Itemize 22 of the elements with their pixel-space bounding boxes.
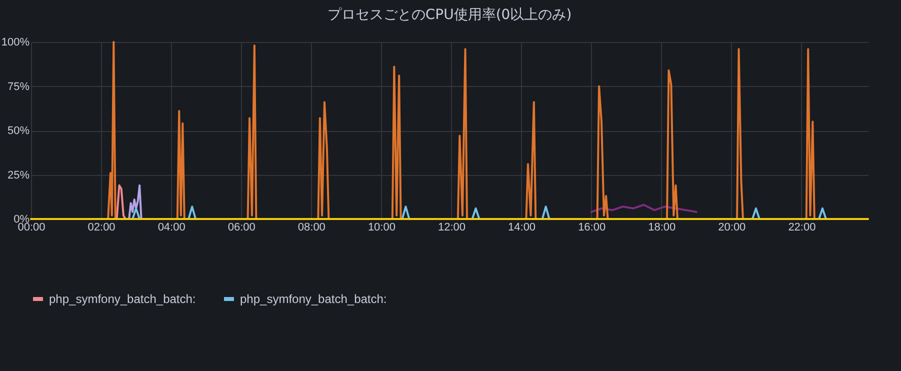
y-tick-label: 25% bbox=[7, 169, 30, 182]
x-tick-label: 22:00 bbox=[788, 222, 816, 234]
legend-label: php_symfony_batch_batch: bbox=[240, 292, 387, 306]
x-tick-label: 06:00 bbox=[228, 222, 256, 234]
y-tick-label: 100% bbox=[1, 36, 30, 48]
chart-title: プロセスごとのCPU使用率(0以上のみ) bbox=[327, 7, 572, 23]
x-tick-label: 08:00 bbox=[298, 222, 326, 234]
x-tick-label: 10:00 bbox=[368, 222, 396, 234]
x-tick-label: 14:00 bbox=[508, 222, 536, 234]
line-series bbox=[116, 184, 127, 220]
x-tick-label: 18:00 bbox=[648, 222, 676, 234]
y-tick-label: 75% bbox=[7, 80, 30, 93]
legend-label: php_symfony_batch_batch: bbox=[49, 292, 196, 306]
x-tick-label: 16:00 bbox=[578, 222, 606, 234]
x-tick-label: 00:00 bbox=[18, 222, 46, 234]
x-tick-label: 20:00 bbox=[718, 222, 746, 234]
x-tick-label: 02:00 bbox=[88, 222, 116, 234]
line-series bbox=[590, 204, 698, 213]
line-series bbox=[128, 184, 142, 220]
y-tick-label: 50% bbox=[7, 125, 30, 137]
x-tick-label: 12:00 bbox=[438, 222, 466, 234]
x-tick-label: 04:00 bbox=[158, 222, 186, 234]
